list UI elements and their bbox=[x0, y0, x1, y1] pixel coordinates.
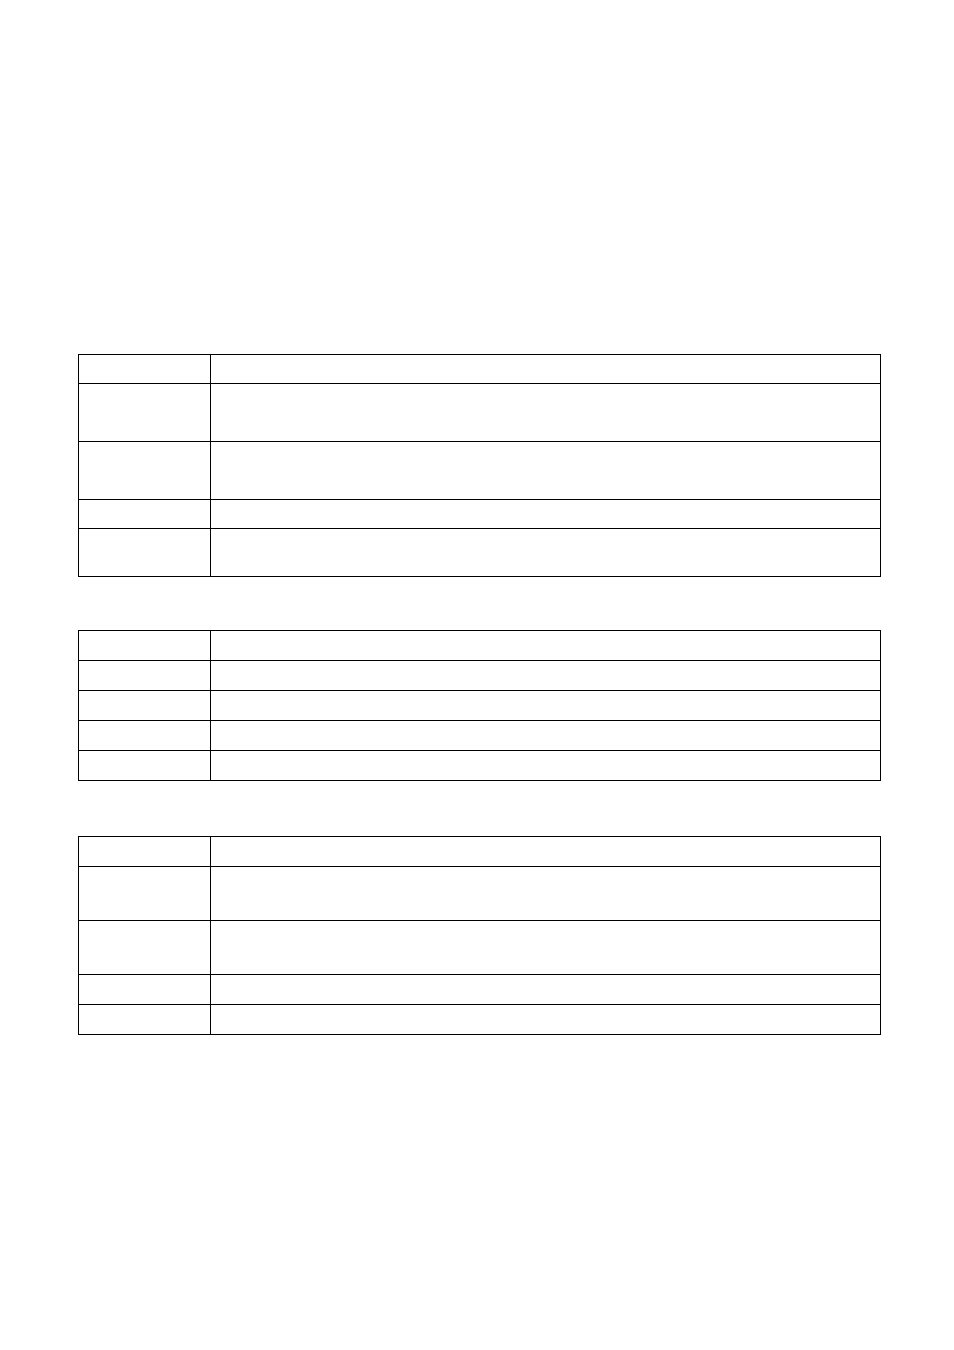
table-3 bbox=[78, 836, 881, 1035]
table-3-cell-2-0 bbox=[79, 921, 211, 975]
table-2-cell-2-0 bbox=[79, 691, 211, 721]
table-3-cell-3-0 bbox=[79, 975, 211, 1005]
table-1-cell-2-1 bbox=[211, 442, 881, 500]
document-page bbox=[0, 0, 954, 1350]
table-1-cell-1-0 bbox=[79, 384, 211, 442]
table-2-cell-4-1 bbox=[211, 751, 881, 781]
table-3-cell-3-1 bbox=[211, 975, 881, 1005]
table-1-cell-2-0 bbox=[79, 442, 211, 500]
table-3-cell-4-0 bbox=[79, 1005, 211, 1035]
table-2-cell-3-1 bbox=[211, 721, 881, 751]
table-3-cell-0-0 bbox=[79, 837, 211, 867]
table-2-cell-0-1 bbox=[211, 631, 881, 661]
table-1-cell-0-0 bbox=[79, 355, 211, 384]
table-2 bbox=[78, 630, 881, 781]
table-1-cell-4-1 bbox=[211, 529, 881, 577]
table-2-cell-2-1 bbox=[211, 691, 881, 721]
table-2-cell-0-0 bbox=[79, 631, 211, 661]
table-2-cell-1-0 bbox=[79, 661, 211, 691]
table-3-cell-4-1 bbox=[211, 1005, 881, 1035]
table-1-cell-3-1 bbox=[211, 500, 881, 529]
table-2-cell-4-0 bbox=[79, 751, 211, 781]
table-1-cell-4-0 bbox=[79, 529, 211, 577]
table-2-cell-3-0 bbox=[79, 721, 211, 751]
table-1 bbox=[78, 354, 881, 577]
table-1-cell-1-1 bbox=[211, 384, 881, 442]
table-3-cell-1-0 bbox=[79, 867, 211, 921]
table-1-cell-0-1 bbox=[211, 355, 881, 384]
table-1-cell-3-0 bbox=[79, 500, 211, 529]
table-3-cell-0-1 bbox=[211, 837, 881, 867]
table-2-cell-1-1 bbox=[211, 661, 881, 691]
table-3-cell-1-1 bbox=[211, 867, 881, 921]
table-3-cell-2-1 bbox=[211, 921, 881, 975]
